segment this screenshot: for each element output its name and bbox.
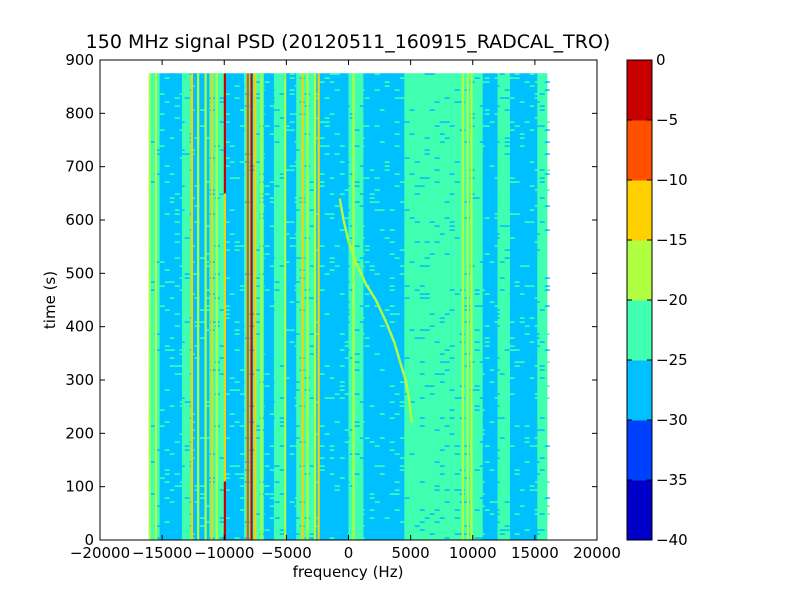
plot-area	[148, 73, 550, 540]
colorbar-segment	[627, 300, 652, 361]
noise-band-10	[296, 73, 317, 540]
noise-band-0	[149, 73, 160, 540]
colorbar-tick-label: −30	[656, 411, 688, 429]
noise-band-9	[283, 73, 297, 540]
y-tick-label: 700	[65, 158, 94, 176]
y-tick-label: 0	[84, 531, 94, 549]
noise-band-2	[182, 73, 192, 540]
colorbar-tick-label: −40	[656, 531, 688, 549]
x-tick-label: −5000	[261, 544, 312, 562]
colorbar-segment	[627, 420, 652, 481]
colorbar: −40 −35 −30 −25 −20 −15 −10 −5 0	[626, 51, 688, 549]
y-tick-label: 100	[65, 478, 94, 496]
noise-band-5	[224, 73, 245, 540]
y-tick-label: 400	[65, 318, 94, 336]
x-tick-label: −15000	[132, 544, 192, 562]
x-tick-label: 15000	[511, 544, 559, 562]
y-tick-label: 300	[65, 371, 94, 389]
colorbar-segment	[627, 480, 652, 541]
colorbar-segment	[627, 180, 652, 241]
colorbar-segment	[627, 240, 652, 301]
noise-band-11	[316, 73, 349, 540]
x-tick-label: 10000	[449, 544, 497, 562]
colorbar-segment	[627, 120, 652, 181]
colorbar-tick-label: −5	[656, 111, 678, 129]
noise-band-8	[273, 73, 284, 540]
colorbar-tick-label: −35	[656, 471, 688, 489]
colorbar-tick-label: 0	[656, 51, 666, 69]
y-tick-label: 200	[65, 424, 94, 442]
y-tick-label: 500	[65, 264, 94, 282]
y-axis: 0 100 200 300 400 500 600 700 800 900	[65, 51, 597, 549]
x-tick-label: −10000	[194, 544, 254, 562]
colorbar-tick-label: −10	[656, 171, 688, 189]
noise-band-6	[244, 73, 265, 540]
drifting-signal	[338, 198, 414, 423]
x-tick-label: 20000	[573, 544, 621, 562]
x-tick-label: 5000	[392, 544, 430, 562]
y-axis-label: time (s)	[41, 271, 59, 329]
x-axis: −20000 −15000 −10000 −5000 0 5000 10000 15000 20…	[70, 60, 621, 562]
y-tick-label: 600	[65, 211, 94, 229]
colorbar-tick-label: −20	[656, 291, 688, 309]
colorbar-tick-label: −25	[656, 351, 688, 369]
x-tick-label: −20000	[70, 544, 130, 562]
noise-band-12	[348, 73, 364, 540]
colorbar-tick-label: −15	[656, 231, 688, 249]
x-tick-label: 0	[344, 544, 354, 562]
colorbar-segment	[627, 360, 652, 421]
y-tick-label: 900	[65, 51, 94, 69]
x-axis-label: frequency (Hz)	[293, 563, 404, 581]
chart-title: 150 MHz signal PSD (20120511_160915_RADC…	[86, 31, 611, 53]
noise-band-19	[537, 73, 548, 540]
y-tick-label: 800	[65, 104, 94, 122]
noise-band-17	[497, 73, 511, 540]
noise-band-13	[363, 73, 405, 540]
colorbar-segment	[627, 60, 652, 121]
